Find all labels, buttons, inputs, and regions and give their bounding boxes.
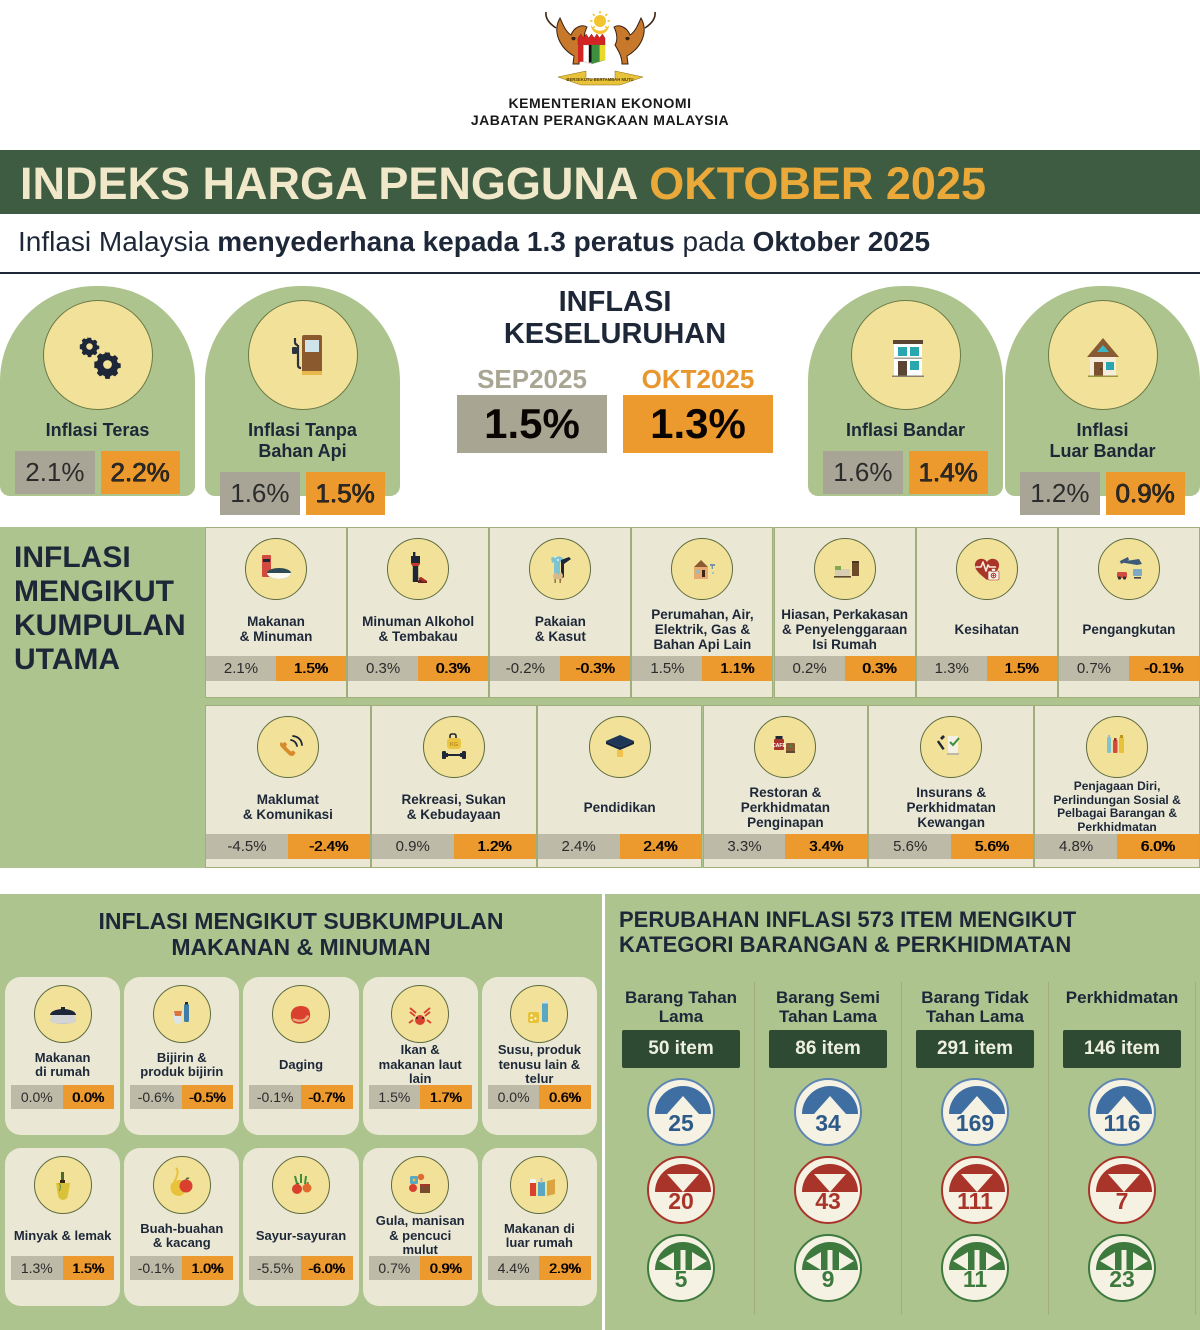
svg-text:CAFE: CAFE: [773, 743, 787, 749]
svg-text:BERSEKUTU BERTAMBAH MUTU: BERSEKUTU BERTAMBAH MUTU: [566, 77, 633, 82]
svg-text:KG: KG: [450, 742, 458, 748]
